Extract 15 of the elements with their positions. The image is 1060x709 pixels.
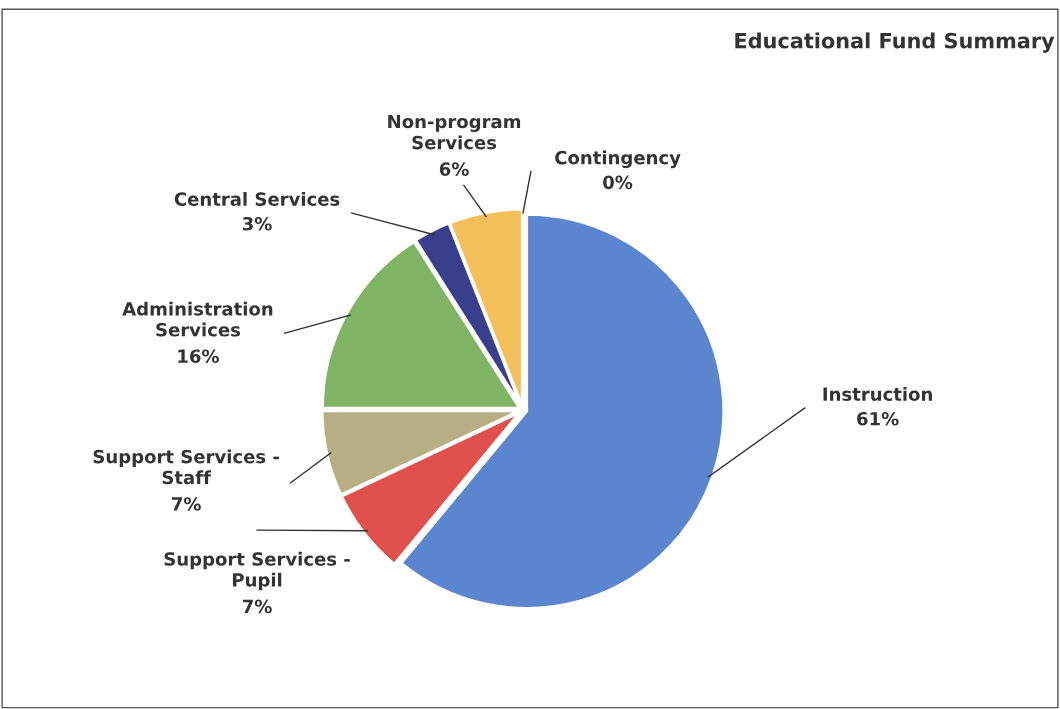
slice-label: Administration Services (122, 301, 273, 337)
slice-label: Non-program Services (388, 114, 521, 150)
data-label: 6% (439, 162, 469, 176)
text: 0% (603, 175, 633, 190)
chart-title: Educational Fund Summary (735, 32, 1055, 53)
slice-label: Instruction (823, 386, 932, 401)
slice-label: Support Services - Pupil (164, 551, 350, 591)
data-label: 3% (242, 216, 272, 231)
data-label: 7% (172, 497, 201, 511)
data-label: 16% (178, 349, 219, 364)
category-label: Contingency (555, 150, 681, 169)
slice-label: Central Services (174, 191, 340, 206)
data-label: 7% (242, 599, 272, 614)
slice-label: Support Services - Staff (93, 449, 279, 485)
data-label: 61% (857, 411, 899, 426)
